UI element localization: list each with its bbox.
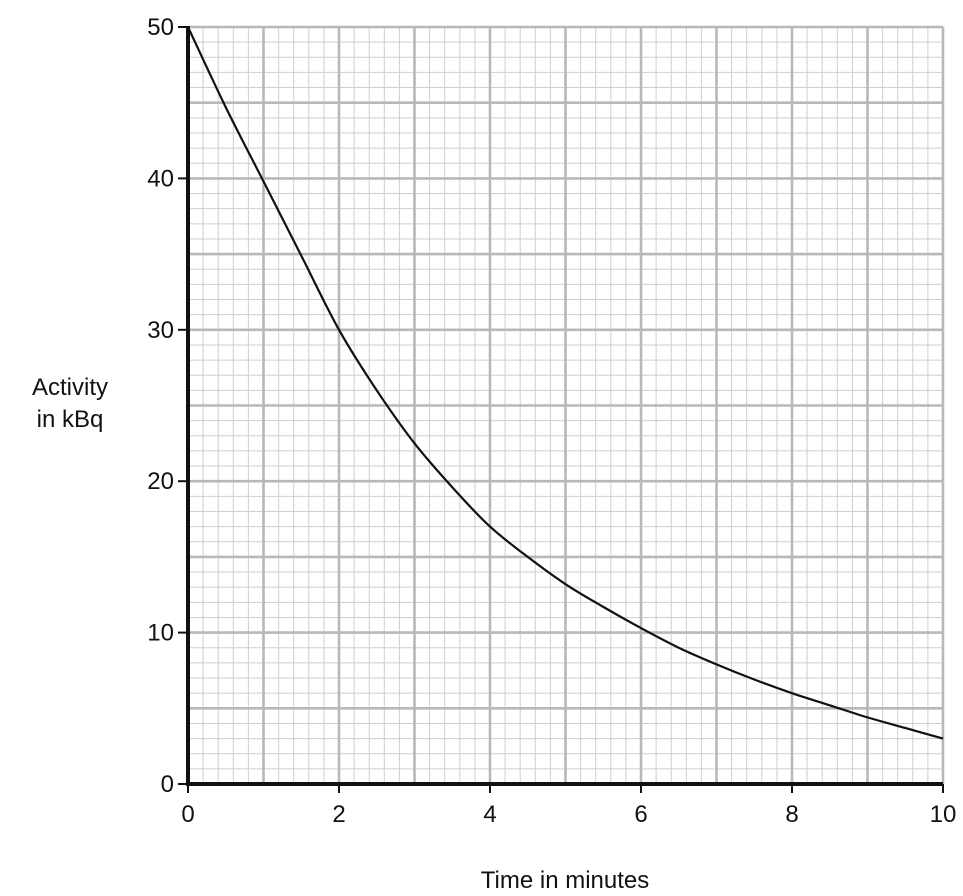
x-tick-label: 0: [181, 801, 194, 828]
x-tick-label: 4: [483, 801, 496, 828]
y-tick-label: 30: [147, 317, 174, 344]
x-axis-title: Time in minutes: [481, 867, 650, 894]
x-tick-label: 10: [930, 801, 957, 828]
y-axis-title-line-1: Activity: [32, 374, 108, 401]
tick-labels: 0 2 4 6 8 10 0 10 20 30 40 50: [147, 14, 956, 828]
grid-major-lines: [186, 25, 945, 786]
y-tick-label: 50: [147, 14, 174, 41]
x-tick-label: 2: [332, 801, 345, 828]
y-tick-label: 40: [147, 165, 174, 192]
y-tick-label: 20: [147, 468, 174, 495]
x-tick-label: 8: [785, 801, 798, 828]
activity-curve: [187, 26, 944, 740]
x-tick-label: 6: [634, 801, 647, 828]
y-axis-title-line-2: in kBq: [37, 406, 104, 433]
y-tick-label: 10: [147, 620, 174, 647]
y-tick-label: 0: [161, 771, 174, 798]
axes: [186, 26, 943, 786]
